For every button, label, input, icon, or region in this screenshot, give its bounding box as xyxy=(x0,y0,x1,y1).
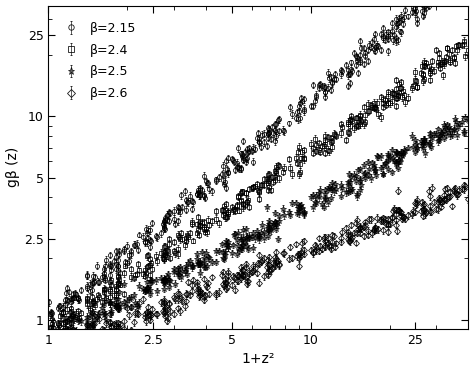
Y-axis label: gβ (z): gβ (z) xyxy=(6,147,19,187)
Legend: β=2.15, β=2.4, β=2.5, β=2.6: β=2.15, β=2.4, β=2.5, β=2.6 xyxy=(55,12,146,110)
X-axis label: 1+z²: 1+z² xyxy=(242,352,275,366)
